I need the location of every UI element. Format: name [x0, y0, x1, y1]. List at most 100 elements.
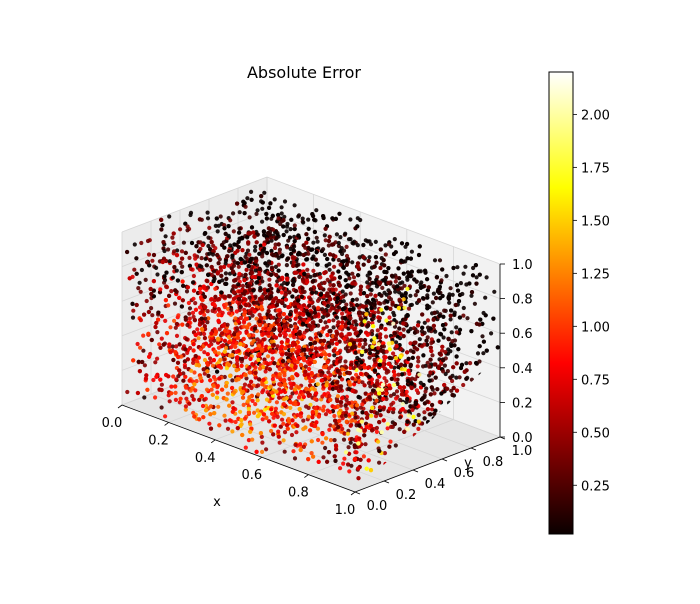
data-point [280, 340, 284, 344]
data-point [382, 418, 386, 422]
data-point [399, 363, 403, 367]
data-point [447, 301, 451, 305]
data-point [333, 454, 337, 458]
data-point [277, 327, 281, 331]
data-point [427, 285, 431, 289]
data-point [206, 236, 210, 240]
data-point [344, 278, 348, 282]
data-point [319, 286, 323, 290]
data-point [447, 292, 451, 296]
data-point [356, 476, 360, 480]
data-point [294, 317, 298, 321]
data-point [376, 440, 380, 444]
data-point [253, 309, 257, 313]
data-point [271, 214, 275, 218]
data-point [358, 429, 362, 433]
data-point [230, 378, 234, 382]
data-point [311, 269, 315, 273]
data-point [314, 291, 318, 295]
data-point [223, 350, 227, 354]
data-point [265, 216, 269, 220]
data-point [155, 330, 159, 334]
data-point [389, 425, 393, 429]
data-point [367, 255, 371, 259]
data-point [219, 214, 223, 218]
data-point [233, 345, 237, 349]
data-point [307, 376, 311, 380]
data-point [289, 227, 293, 231]
data-point [282, 325, 286, 329]
data-point [215, 370, 219, 374]
data-point [193, 253, 197, 257]
data-point [343, 232, 347, 236]
data-point [330, 306, 334, 310]
data-point [342, 438, 346, 442]
data-point [362, 291, 366, 295]
data-point [180, 265, 184, 269]
data-point [227, 234, 231, 238]
data-point [210, 388, 214, 392]
data-point [416, 427, 420, 431]
data-point [421, 353, 425, 357]
data-point [278, 286, 282, 290]
data-point [262, 191, 266, 195]
data-point [340, 252, 344, 256]
data-point [384, 335, 388, 339]
data-point [213, 246, 217, 250]
data-point [353, 443, 357, 447]
data-point [313, 375, 317, 379]
data-point [253, 249, 257, 253]
data-point [282, 281, 286, 285]
data-point [405, 397, 409, 401]
data-point [243, 260, 247, 264]
data-point [360, 350, 364, 354]
data-point [209, 331, 213, 335]
data-point [222, 358, 226, 362]
data-point [194, 244, 198, 248]
data-point [242, 320, 246, 324]
data-point [206, 374, 210, 378]
data-point [153, 325, 157, 329]
data-point [369, 424, 373, 428]
data-point [458, 315, 462, 319]
data-point [441, 369, 445, 373]
data-point [478, 318, 482, 322]
data-point [176, 313, 180, 317]
data-point [269, 273, 273, 277]
data-point [387, 445, 391, 449]
data-point [313, 341, 317, 345]
data-point [351, 388, 355, 392]
data-point [409, 363, 413, 367]
data-point [234, 378, 238, 382]
data-point [341, 462, 345, 466]
data-point [387, 315, 391, 319]
data-point [191, 297, 195, 301]
data-point [316, 306, 320, 310]
data-point [375, 430, 379, 434]
data-point [417, 269, 421, 273]
data-point [262, 412, 266, 416]
data-point [272, 328, 276, 332]
data-point [400, 389, 404, 393]
data-point [402, 430, 406, 434]
data-point [270, 412, 274, 416]
data-point [329, 438, 333, 442]
data-point [306, 391, 310, 395]
data-point [362, 454, 366, 458]
data-point [201, 298, 205, 302]
data-point [329, 329, 333, 333]
data-point [192, 382, 196, 386]
data-point [259, 194, 263, 198]
data-point [189, 389, 193, 393]
data-point [197, 336, 201, 340]
data-point [264, 447, 268, 451]
data-point [360, 380, 364, 384]
data-point [310, 257, 314, 261]
data-point [260, 220, 264, 224]
data-point [248, 296, 252, 300]
data-point [162, 249, 166, 253]
data-point [405, 275, 409, 279]
data-point [163, 342, 167, 346]
data-point [372, 353, 376, 357]
data-point [269, 385, 273, 389]
